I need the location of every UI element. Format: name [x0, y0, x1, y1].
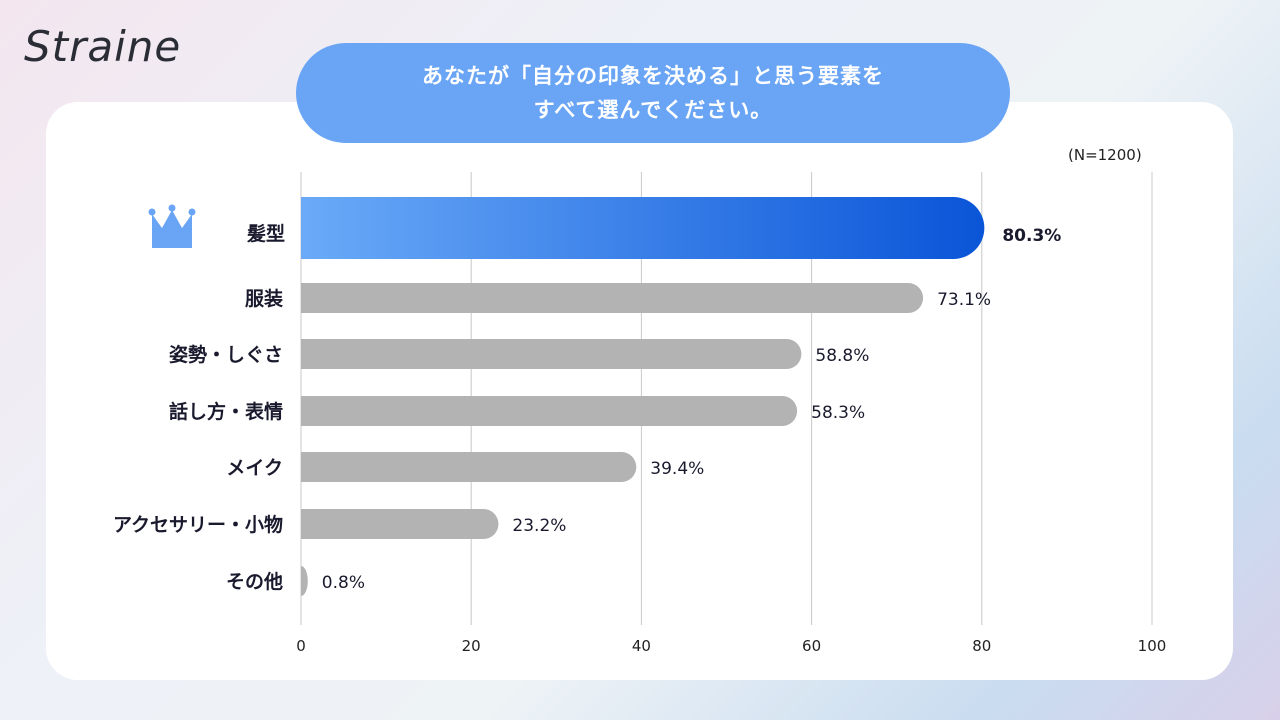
crown-icon-dot [168, 204, 176, 212]
question-line-1: あなたが「自分の印象を決める」と思う要素を [422, 64, 884, 88]
sample-size: (N=1200) [1068, 146, 1142, 164]
x-tick-label: 100 [1138, 637, 1167, 655]
x-tick-label: 60 [802, 637, 821, 655]
crown-icon [152, 210, 192, 248]
bar [301, 339, 802, 369]
bar [301, 196, 985, 259]
category-label: アクセサリー・小物 [113, 513, 283, 536]
value-label: 23.2% [512, 516, 566, 536]
question-line-2: すべて選んでください。 [533, 98, 773, 122]
crown-icon-dot [188, 208, 196, 216]
category-label: 話し方・表情 [169, 400, 283, 423]
bar [301, 566, 308, 596]
value-label: 73.1% [937, 290, 991, 310]
logo: Straine [24, 22, 182, 71]
crown-icon-dot [148, 208, 156, 216]
value-label: 0.8% [322, 573, 365, 593]
bar [301, 509, 499, 539]
value-label: 39.4% [650, 459, 704, 479]
x-tick-label: 20 [462, 637, 481, 655]
bar [301, 452, 637, 482]
x-tick-label: 40 [632, 637, 651, 655]
bar [301, 396, 798, 426]
category-label: 服装 [245, 287, 283, 310]
value-label: 80.3% [1002, 226, 1061, 246]
category-label: 髪型 [246, 222, 285, 245]
category-label: その他 [226, 570, 283, 593]
value-label: 58.3% [811, 403, 865, 423]
x-tick-label: 80 [972, 637, 991, 655]
question-title: あなたが「自分の印象を決める」と思う要素を すべて選んでください。 [296, 43, 1010, 143]
x-tick-label: 0 [296, 637, 306, 655]
category-label: メイク [226, 457, 283, 479]
value-label: 58.8% [815, 346, 869, 366]
bar [301, 283, 924, 313]
category-label: 姿勢・しぐさ [169, 343, 283, 366]
